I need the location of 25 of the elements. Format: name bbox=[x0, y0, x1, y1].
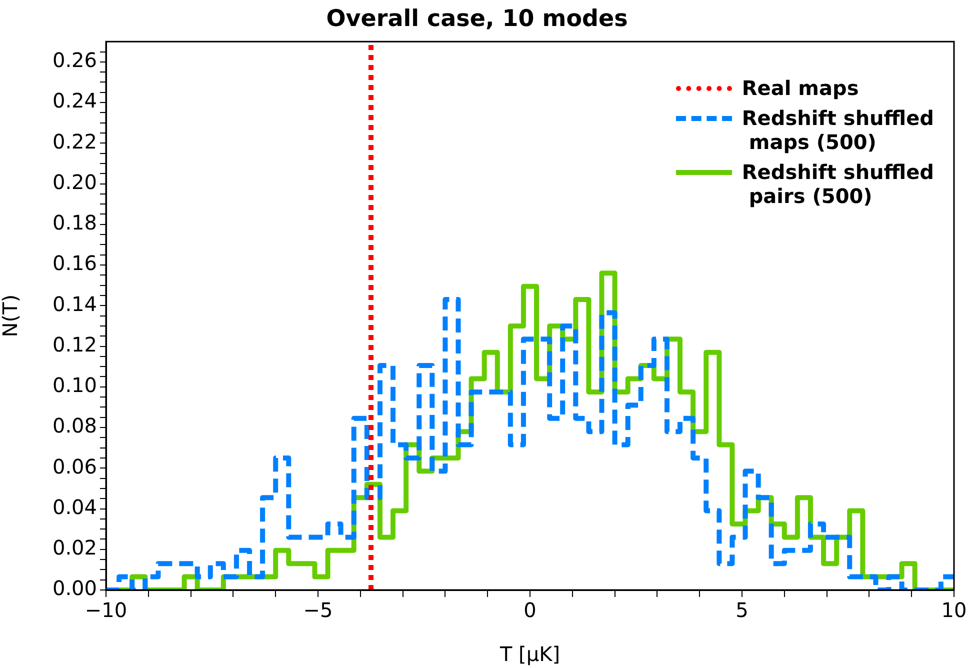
x-axis-title: T [μK] bbox=[498, 642, 560, 666]
y-tick-label: 0.06 bbox=[52, 454, 97, 478]
legend-label: Redshift shuffled pairs (500) bbox=[742, 160, 934, 208]
x-tick-label: −10 bbox=[84, 598, 128, 622]
y-tick-label: 0.04 bbox=[52, 494, 97, 519]
y-axis-title: N(T) bbox=[0, 294, 22, 338]
y-tick-label: 0.12 bbox=[52, 332, 97, 356]
y-tick-label: 0.14 bbox=[52, 292, 97, 316]
y-tick-label: 0.02 bbox=[52, 536, 97, 560]
y-tick-label: 0.08 bbox=[52, 414, 97, 438]
y-tick-label: 0.18 bbox=[52, 210, 97, 235]
y-tick-label: 0.20 bbox=[52, 170, 97, 194]
x-tick-label: 10 bbox=[941, 598, 967, 622]
x-tick-label: 0 bbox=[524, 598, 536, 622]
y-tick-label: 0.26 bbox=[52, 48, 97, 72]
chart-title: Overall case, 10 modes bbox=[326, 6, 628, 32]
y-tick-label: 0.16 bbox=[52, 251, 97, 276]
legend-label: Real maps bbox=[742, 76, 859, 100]
x-tick-label: 5 bbox=[736, 598, 748, 622]
y-tick-label: 0.10 bbox=[52, 373, 97, 398]
y-tick-label: 0.00 bbox=[52, 576, 97, 600]
y-tick-label: 0.22 bbox=[52, 129, 97, 154]
legend-label: Redshift shuffled maps (500) bbox=[742, 106, 934, 154]
x-tick-label: −5 bbox=[303, 598, 333, 622]
y-tick-label: 0.24 bbox=[52, 88, 97, 113]
